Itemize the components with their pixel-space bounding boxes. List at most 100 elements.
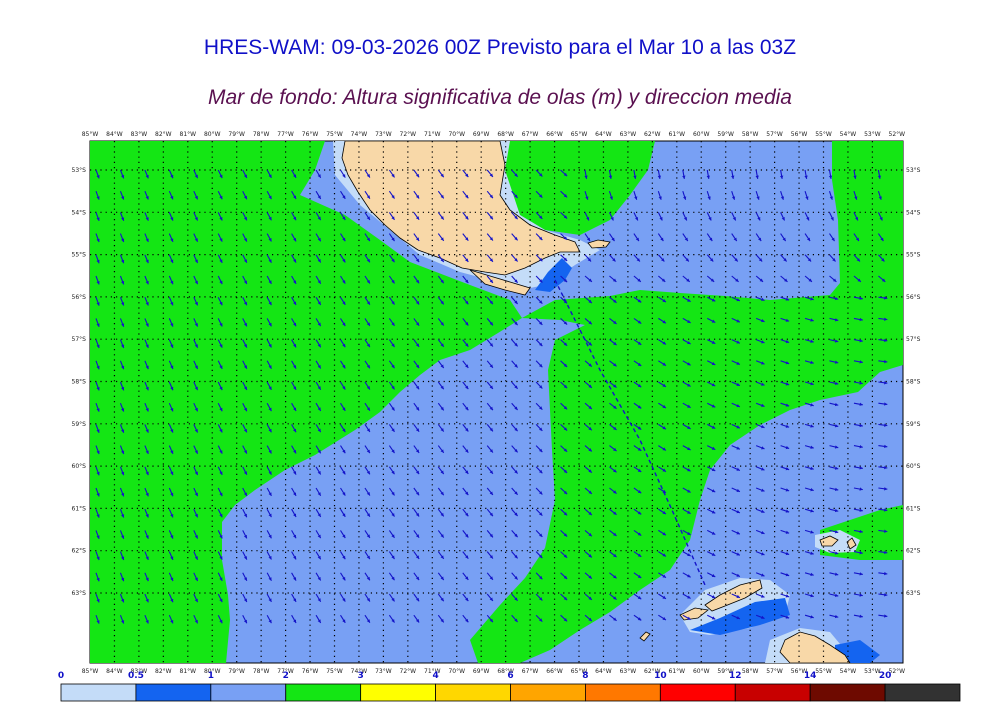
direction-arrow-head (682, 175, 686, 179)
longitude-label: 62°W (644, 668, 661, 675)
direction-arrow-head (489, 449, 493, 453)
direction-arrow-head (366, 280, 370, 284)
direction-arrow-head (563, 554, 568, 558)
direction-arrow-head (121, 556, 125, 560)
colorbar-labels: 0 0.5 1 2 3 4 6 8 10 12 14 20 (58, 671, 891, 681)
direction-arrow-head (489, 173, 493, 177)
direction-arrow-head (145, 302, 149, 306)
direction-arrow-head (711, 595, 716, 599)
direction-arrow-head (810, 403, 814, 407)
direction-arrow-head (785, 445, 790, 450)
direction-arrow-head (834, 445, 839, 449)
direction-arrow-head (539, 385, 543, 389)
direction-arrow-head (708, 216, 712, 221)
direction-arrow-head (711, 319, 716, 323)
direction-arrow-head (96, 302, 100, 306)
direction-arrow-head (243, 195, 247, 200)
direction-arrow-head (170, 577, 174, 582)
direction-arrow-head (342, 280, 346, 284)
direction-arrow-head (145, 196, 149, 200)
direction-arrow-head (440, 258, 444, 262)
direction-arrow-head (613, 511, 617, 515)
direction-arrow-head (785, 551, 790, 556)
direction-arrow-head (637, 468, 642, 472)
longitude-label: 82°W (155, 131, 172, 138)
direction-arrow-head (859, 529, 863, 534)
swell-light-island (815, 530, 860, 553)
longitude-label: 64°W (595, 131, 612, 138)
direction-arrow-head (342, 428, 346, 433)
direction-arrow-head (121, 323, 125, 327)
direction-arrow-head (781, 216, 785, 221)
direction-arrow-head (563, 596, 568, 601)
direction-arrow-head (711, 340, 716, 344)
direction-arrow-head (465, 216, 469, 220)
direction-arrow-head (539, 300, 543, 304)
colorbar-label: 10 (654, 671, 667, 681)
direction-arrow-head (219, 428, 223, 433)
direction-arrow-head (145, 365, 149, 370)
direction-arrow-head (145, 280, 149, 285)
direction-arrow-head (415, 449, 420, 453)
direction-arrow-head (514, 491, 518, 495)
direction-arrow-head (121, 429, 125, 433)
direction-arrow-head (687, 425, 691, 429)
direction-arrow-head (884, 402, 888, 406)
direction-arrow-head (170, 365, 174, 370)
direction-arrow-head (834, 487, 839, 491)
direction-arrow-head (268, 407, 272, 412)
direction-arrow-head (366, 258, 370, 263)
direction-arrow-head (736, 361, 740, 365)
direction-arrow-head (366, 470, 370, 475)
direction-arrow-head (687, 531, 691, 535)
direction-arrow-head (317, 513, 321, 517)
direction-arrow-head (834, 572, 839, 576)
direction-arrow-head (563, 427, 568, 431)
direction-arrow-head (514, 300, 518, 304)
longitude-label: 83°W (131, 668, 148, 675)
direction-arrow-head (415, 385, 420, 390)
direction-arrow-head (268, 577, 272, 581)
direction-arrow-head (711, 298, 716, 302)
direction-arrow-head (465, 237, 469, 241)
direction-arrow-head (96, 386, 100, 391)
direction-arrow-head (243, 365, 247, 369)
direction-arrow-head (268, 365, 272, 369)
direction-arrow-head (637, 278, 641, 282)
direction-arrow-head (687, 468, 691, 472)
direction-arrow-head (613, 405, 617, 409)
direction-arrow-head (317, 195, 321, 199)
direction-arrow-head (736, 340, 740, 344)
direction-arrow-head (489, 597, 493, 601)
direction-arrow-head (539, 427, 543, 431)
direction-arrow-head (194, 323, 198, 327)
direction-arrow-head (243, 450, 247, 454)
direction-arrow-head (465, 597, 469, 602)
direction-arrow-head (121, 174, 125, 179)
direction-arrow-head (855, 237, 859, 242)
map-subtitle: Mar de fondo: Altura significativa de ol… (208, 86, 792, 109)
direction-arrow-head (219, 195, 223, 200)
direction-arrow-head (563, 236, 568, 240)
longitude-label: 66°W (546, 131, 563, 138)
longitude-label: 52°W (889, 668, 906, 675)
longitude-label: 79°W (228, 668, 245, 675)
direction-arrow-head (121, 238, 125, 242)
direction-arrow-head (317, 555, 321, 560)
direction-arrow-head (613, 426, 617, 430)
direction-arrow-head (880, 237, 884, 242)
direction-arrow-head (194, 344, 198, 348)
direction-arrow-head (613, 532, 617, 536)
direction-arrow-head (853, 175, 857, 179)
direction-arrow-head (514, 236, 518, 241)
longitude-label: 65°W (571, 668, 588, 675)
direction-arrow-head (219, 598, 223, 603)
direction-arrow-head (366, 407, 370, 411)
direction-arrow-head (734, 258, 738, 262)
direction-arrow-head (219, 534, 223, 539)
direction-arrow-head (391, 449, 395, 454)
direction-arrow-head (881, 278, 886, 282)
latitude-label: 53°S (72, 167, 87, 174)
direction-arrow-head (145, 492, 149, 497)
